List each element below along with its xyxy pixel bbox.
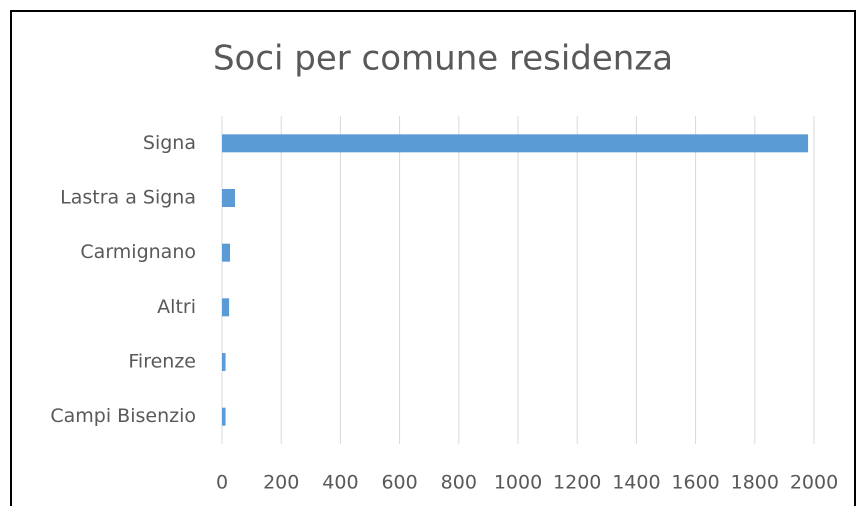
x-tick-label: 400 [322,472,358,494]
x-tick-label: 800 [441,472,477,494]
bar [222,407,226,426]
x-tick-label: 1400 [612,472,660,494]
y-tick-label: Carmignano [80,241,196,263]
y-tick-label: Signa [143,132,196,154]
bar [222,189,236,207]
x-tick-label: 1200 [553,472,601,494]
x-tick-label: 600 [381,472,417,494]
frame [10,10,856,506]
y-tick-label: Campi Bisenzio [50,405,196,427]
x-tick-label: 0 [216,472,228,494]
y-tick-label: Firenze [128,351,196,373]
x-tick-label: 1800 [731,472,779,494]
bar [222,353,226,371]
bar [222,134,809,153]
x-tick-label: 200 [263,472,299,494]
x-tick-label: 1000 [494,472,542,494]
y-tick-label: Altri [157,296,196,318]
bar [222,298,230,317]
chart-title: Soci per comune residenza [213,39,673,79]
bar [222,243,230,262]
y-tick-label: Lastra a Signa [60,187,196,209]
x-tick-label: 1600 [671,472,719,494]
x-tick-label: 2000 [790,472,838,494]
